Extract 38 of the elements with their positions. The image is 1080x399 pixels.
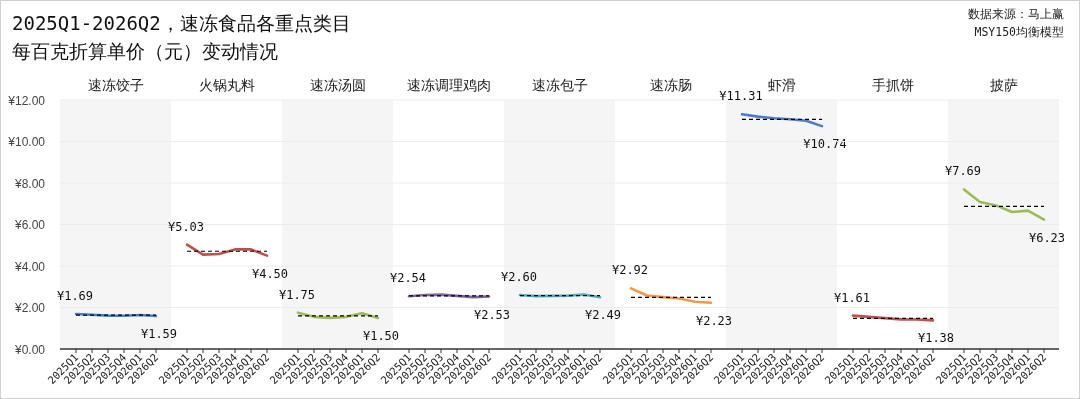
data-label: ¥2.54 — [389, 271, 427, 286]
chart-title: 速冻调理鸡肉 — [406, 77, 491, 93]
chart-title: 火锅丸料 — [198, 77, 255, 93]
data-label: ¥2.92 — [611, 263, 649, 278]
data-label: ¥11.31 — [719, 89, 763, 104]
y-tick-label: ¥4.00 — [13, 259, 46, 274]
y-tick-label: ¥2.00 — [13, 301, 46, 315]
data-label: ¥1.69 — [56, 288, 94, 303]
data-label: ¥5.03 — [167, 219, 205, 234]
data-label: ¥2.49 — [584, 308, 622, 323]
chart-title: 手抓饼 — [871, 77, 914, 93]
chart-title: 速冻汤圆 — [309, 77, 366, 93]
chart-title: 速冻包子 — [531, 77, 588, 93]
data-label: ¥1.59 — [140, 327, 178, 342]
data-label: ¥2.53 — [473, 307, 511, 322]
data-label: ¥1.75 — [278, 287, 316, 302]
data-label: ¥1.50 — [362, 328, 400, 343]
data-label: ¥7.69 — [944, 164, 982, 179]
data-label: ¥6.23 — [1028, 230, 1066, 245]
y-tick-label: ¥0.00 — [13, 342, 46, 357]
text: 2025Q1-2026Q2，速冻食品各重点类目 — [12, 12, 351, 34]
data-label: ¥2.60 — [500, 270, 538, 285]
y-tick-label: ¥12.00 — [7, 93, 46, 108]
chart-title: 披萨 — [989, 77, 1018, 93]
data-label: ¥1.38 — [917, 331, 955, 346]
chart-title: 速冻饺子 — [87, 77, 144, 93]
data-label: ¥10.74 — [803, 137, 847, 152]
text: 每百克折算单价（元）变动情况 — [12, 40, 278, 62]
data-label: ¥4.50 — [251, 266, 289, 281]
chart-title: 速冻肠 — [649, 77, 692, 93]
chart-title: 虾滑 — [767, 77, 796, 93]
y-tick-label: ¥6.00 — [13, 218, 46, 232]
text: MSY150均衡模型 — [974, 25, 1064, 39]
source-note: 数据来源：马上赢 — [968, 7, 1064, 21]
data-label: ¥1.61 — [833, 290, 871, 305]
data-label: ¥2.23 — [695, 313, 733, 328]
y-tick-label: ¥10.00 — [7, 135, 46, 149]
y-tick-label: ¥8.00 — [13, 176, 46, 191]
